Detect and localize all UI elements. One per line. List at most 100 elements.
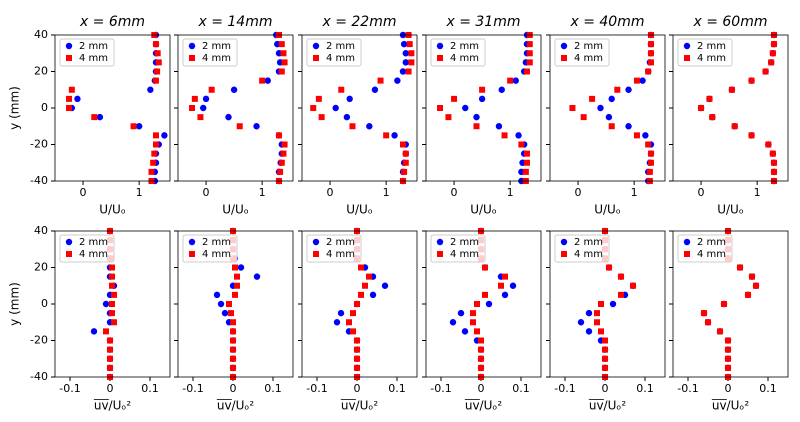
marker: [66, 95, 73, 102]
marker: [478, 337, 484, 344]
y-axis-label: y (mm): [8, 86, 22, 130]
legend-box: [430, 38, 486, 67]
marker: [103, 328, 109, 335]
marker: [597, 104, 604, 112]
marker: [512, 77, 519, 84]
marker: [208, 86, 215, 93]
legend-label: 2 mm: [326, 237, 355, 248]
axes-frame: [54, 230, 171, 378]
legend-label: 2 mm: [574, 41, 603, 52]
legend-label: 4 mm: [326, 249, 355, 260]
x-tick-label: 0: [698, 186, 705, 199]
marker: [197, 114, 204, 121]
marker: [485, 300, 493, 308]
marker: [470, 319, 476, 326]
x-tick-label: 0: [107, 382, 114, 395]
marker: [147, 86, 154, 93]
x-axis-label: uv/Uₒ²: [589, 399, 626, 413]
marker: [278, 159, 285, 166]
marker: [474, 301, 480, 307]
marker: [152, 141, 159, 148]
x-axis-label: uv/Uₒ²: [94, 399, 131, 413]
panel-title: x = 60mm: [692, 14, 767, 30]
marker: [473, 123, 480, 130]
marker: [230, 355, 236, 362]
marker: [461, 328, 469, 335]
marker: [647, 50, 654, 57]
axes-frame: [177, 34, 294, 182]
marker: [408, 50, 415, 57]
panel-title: x = 31mm: [445, 14, 520, 30]
legend-marker: [436, 238, 444, 246]
marker: [111, 291, 117, 298]
marker: [478, 346, 484, 353]
marker: [148, 168, 155, 175]
marker: [230, 364, 236, 371]
marker: [594, 319, 600, 326]
x-tick-label: 0: [327, 186, 334, 199]
marker: [358, 264, 364, 271]
y-tick-label: 20: [34, 65, 48, 78]
panel-title: x = 22mm: [321, 14, 396, 30]
marker: [109, 301, 115, 307]
legend-marker: [312, 238, 320, 246]
legend-label: 4 mm: [202, 249, 231, 260]
marker: [202, 95, 210, 103]
marker: [264, 77, 271, 84]
marker: [645, 141, 652, 148]
x-axis-label: U/Uₒ: [99, 203, 126, 217]
x-tick-label: -0.1: [182, 382, 203, 395]
marker: [232, 264, 238, 271]
marker: [200, 104, 207, 112]
marker: [633, 77, 640, 84]
marker: [577, 319, 585, 326]
legend-marker: [437, 251, 443, 257]
legend-marker: [561, 55, 567, 61]
legend-box: [59, 38, 115, 67]
x-tick-label: 1: [383, 186, 390, 199]
y-tick-label: 40: [34, 28, 48, 41]
x-tick-label: -0.1: [677, 382, 698, 395]
y-tick-label: 20: [34, 261, 48, 274]
marker: [647, 59, 654, 66]
axes-frame: [425, 34, 542, 182]
marker: [383, 132, 390, 139]
marker: [701, 310, 707, 317]
axes-frame: [301, 34, 418, 182]
marker: [470, 310, 476, 317]
marker: [482, 291, 488, 298]
legend-box: [306, 234, 362, 263]
marker: [608, 123, 615, 130]
legend-marker: [684, 251, 690, 257]
marker: [585, 309, 593, 317]
marker: [221, 309, 229, 317]
marker: [280, 50, 287, 57]
legend-marker: [561, 251, 567, 257]
marker: [253, 123, 260, 130]
marker: [402, 50, 409, 57]
y-tick-label: -40: [30, 174, 48, 187]
legend-marker: [188, 238, 196, 246]
marker: [498, 282, 504, 289]
marker: [280, 150, 287, 157]
marker: [354, 346, 360, 353]
marker: [107, 364, 113, 371]
marker: [107, 346, 113, 353]
marker: [721, 301, 727, 307]
legend-marker: [560, 238, 568, 246]
legend-marker: [313, 55, 319, 61]
marker: [111, 319, 117, 326]
legend-box: [182, 234, 238, 263]
x-axis-label: U/Uₒ: [717, 203, 744, 217]
marker: [457, 309, 465, 317]
panel-title: x = 6mm: [79, 14, 145, 30]
marker: [765, 141, 772, 148]
marker: [501, 132, 508, 139]
legend-marker: [683, 42, 691, 50]
marker: [275, 132, 282, 139]
marker: [770, 168, 777, 175]
marker: [68, 86, 75, 93]
marker: [109, 273, 115, 280]
marker: [213, 291, 221, 299]
legend-marker: [189, 251, 195, 257]
